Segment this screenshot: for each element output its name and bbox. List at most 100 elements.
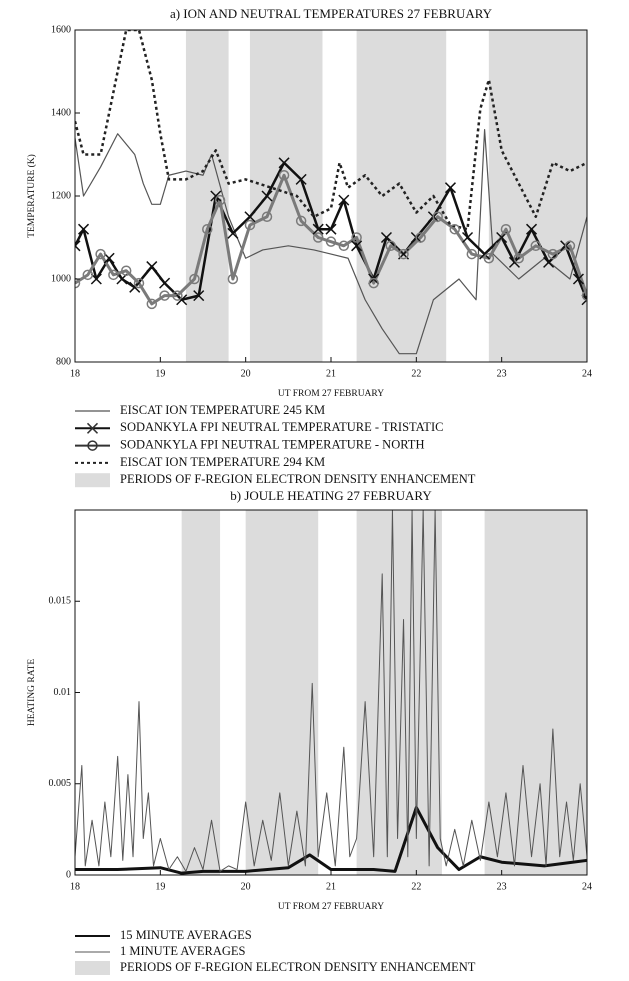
y-tick-label: 1200 bbox=[51, 190, 71, 201]
x-marker bbox=[90, 273, 102, 285]
x-marker bbox=[75, 240, 81, 252]
x-tick-label: 18 bbox=[70, 881, 80, 892]
circle-marker bbox=[278, 170, 290, 181]
circle-marker bbox=[398, 248, 409, 260]
x-axis-label: UT FROM 27 FEBRUARY bbox=[278, 902, 384, 912]
circle-marker bbox=[564, 240, 576, 252]
x-tick-label: 22 bbox=[411, 881, 421, 892]
circle-marker bbox=[214, 194, 226, 206]
x-marker bbox=[508, 256, 520, 268]
x-tick-label: 21 bbox=[326, 881, 336, 892]
x-tick-label: 20 bbox=[241, 881, 251, 892]
shaded-period bbox=[181, 510, 221, 875]
circle-marker bbox=[338, 240, 350, 252]
legend-label: 1 MINUTE AVERAGES bbox=[120, 944, 246, 958]
x-tick-label: 19 bbox=[155, 368, 165, 379]
x-marker bbox=[129, 281, 141, 293]
chart-title: b) JOULE HEATING 27 FEBRUARY bbox=[230, 488, 432, 503]
series-line bbox=[75, 129, 587, 355]
circle-marker bbox=[261, 211, 273, 222]
shaded-period bbox=[484, 510, 587, 875]
circle-marker bbox=[432, 211, 443, 222]
shaded-period bbox=[356, 510, 442, 875]
legend-swatch bbox=[75, 961, 110, 975]
circle-marker bbox=[483, 253, 495, 264]
x-marker bbox=[526, 223, 538, 235]
circle-marker bbox=[75, 277, 81, 289]
circle-marker bbox=[120, 265, 132, 276]
legend-label: PERIODS OF F-REGION ELECTRON DENSITY ENH… bbox=[120, 472, 476, 486]
chart-title: a) ION AND NEUTRAL TEMPERATURES 27 FEBRU… bbox=[170, 6, 493, 21]
y-tick-label: 1600 bbox=[51, 24, 71, 35]
x-marker bbox=[193, 290, 205, 302]
x-marker bbox=[244, 211, 256, 223]
y-axis-label: TEMPERATURE (K) bbox=[26, 154, 37, 238]
x-marker bbox=[312, 223, 324, 235]
circle-marker bbox=[146, 298, 158, 310]
y-tick-label: 1400 bbox=[51, 107, 71, 118]
x-marker bbox=[86, 422, 99, 434]
x-marker bbox=[351, 240, 363, 252]
circle-marker bbox=[244, 219, 256, 231]
circle-marker bbox=[227, 273, 239, 285]
x-tick-label: 21 bbox=[326, 368, 336, 379]
circle-marker bbox=[500, 223, 512, 235]
legend-label: SODANKYLA FPI NEUTRAL TEMPERATURE - TRIS… bbox=[120, 420, 443, 434]
circle-marker bbox=[449, 223, 460, 235]
x-tick-label: 23 bbox=[497, 368, 507, 379]
x-marker bbox=[159, 277, 171, 289]
x-marker bbox=[338, 194, 350, 206]
x-marker bbox=[462, 231, 474, 244]
x-tick-label: 23 bbox=[497, 881, 507, 892]
legend-label: EISCAT ION TEMPERATURE 294 KM bbox=[120, 455, 325, 469]
x-marker bbox=[146, 261, 158, 273]
y-tick-label: 0 bbox=[66, 869, 71, 880]
circle-marker bbox=[189, 273, 200, 285]
x-tick-label: 24 bbox=[582, 881, 592, 892]
x-marker bbox=[295, 173, 307, 185]
circle-marker bbox=[368, 277, 379, 289]
x-axis-label: UT FROM 27 FEBRUARY bbox=[278, 389, 384, 399]
series-line bbox=[75, 510, 587, 872]
y-tick-label: 0.01 bbox=[54, 687, 72, 698]
circle-marker bbox=[513, 253, 524, 264]
circle-marker bbox=[351, 232, 362, 243]
x-tick-label: 24 bbox=[582, 368, 592, 379]
series-line bbox=[75, 805, 587, 875]
x-marker bbox=[78, 223, 90, 235]
x-marker bbox=[261, 190, 273, 202]
circle-marker bbox=[312, 232, 324, 243]
y-tick-label: 800 bbox=[56, 356, 71, 367]
circle-marker bbox=[415, 232, 426, 243]
plot-series bbox=[75, 510, 587, 875]
circle-marker bbox=[95, 248, 106, 260]
legend-label: PERIODS OF F-REGION ELECTRON DENSITY ENH… bbox=[120, 960, 476, 974]
shaded-period bbox=[249, 30, 323, 362]
x-marker bbox=[444, 182, 456, 194]
circle-marker bbox=[87, 440, 98, 451]
x-tick-label: 18 bbox=[70, 368, 80, 379]
circle-marker bbox=[108, 269, 119, 281]
legend-label: EISCAT ION TEMPERATURE 245 KM bbox=[120, 403, 325, 417]
x-marker bbox=[278, 157, 290, 169]
x-tick-label: 19 bbox=[155, 881, 165, 892]
circle-marker bbox=[295, 215, 307, 227]
circle-marker bbox=[547, 248, 559, 260]
plot-series bbox=[75, 30, 587, 355]
x-marker bbox=[572, 273, 584, 285]
y-tick-label: 0.015 bbox=[49, 596, 72, 607]
x-marker bbox=[227, 227, 239, 239]
x-tick-label: 22 bbox=[411, 368, 421, 379]
circle-marker bbox=[172, 290, 183, 301]
series-line bbox=[75, 173, 587, 306]
circle-marker bbox=[581, 290, 587, 301]
circle-marker bbox=[82, 269, 94, 281]
shaded-period bbox=[356, 30, 447, 362]
circle-marker bbox=[325, 236, 337, 247]
circle-marker bbox=[530, 240, 542, 252]
shaded-period bbox=[488, 30, 587, 362]
legend-swatch bbox=[75, 473, 110, 488]
y-axis-label: HEATING RATE bbox=[27, 659, 37, 726]
circle-marker bbox=[202, 223, 213, 235]
